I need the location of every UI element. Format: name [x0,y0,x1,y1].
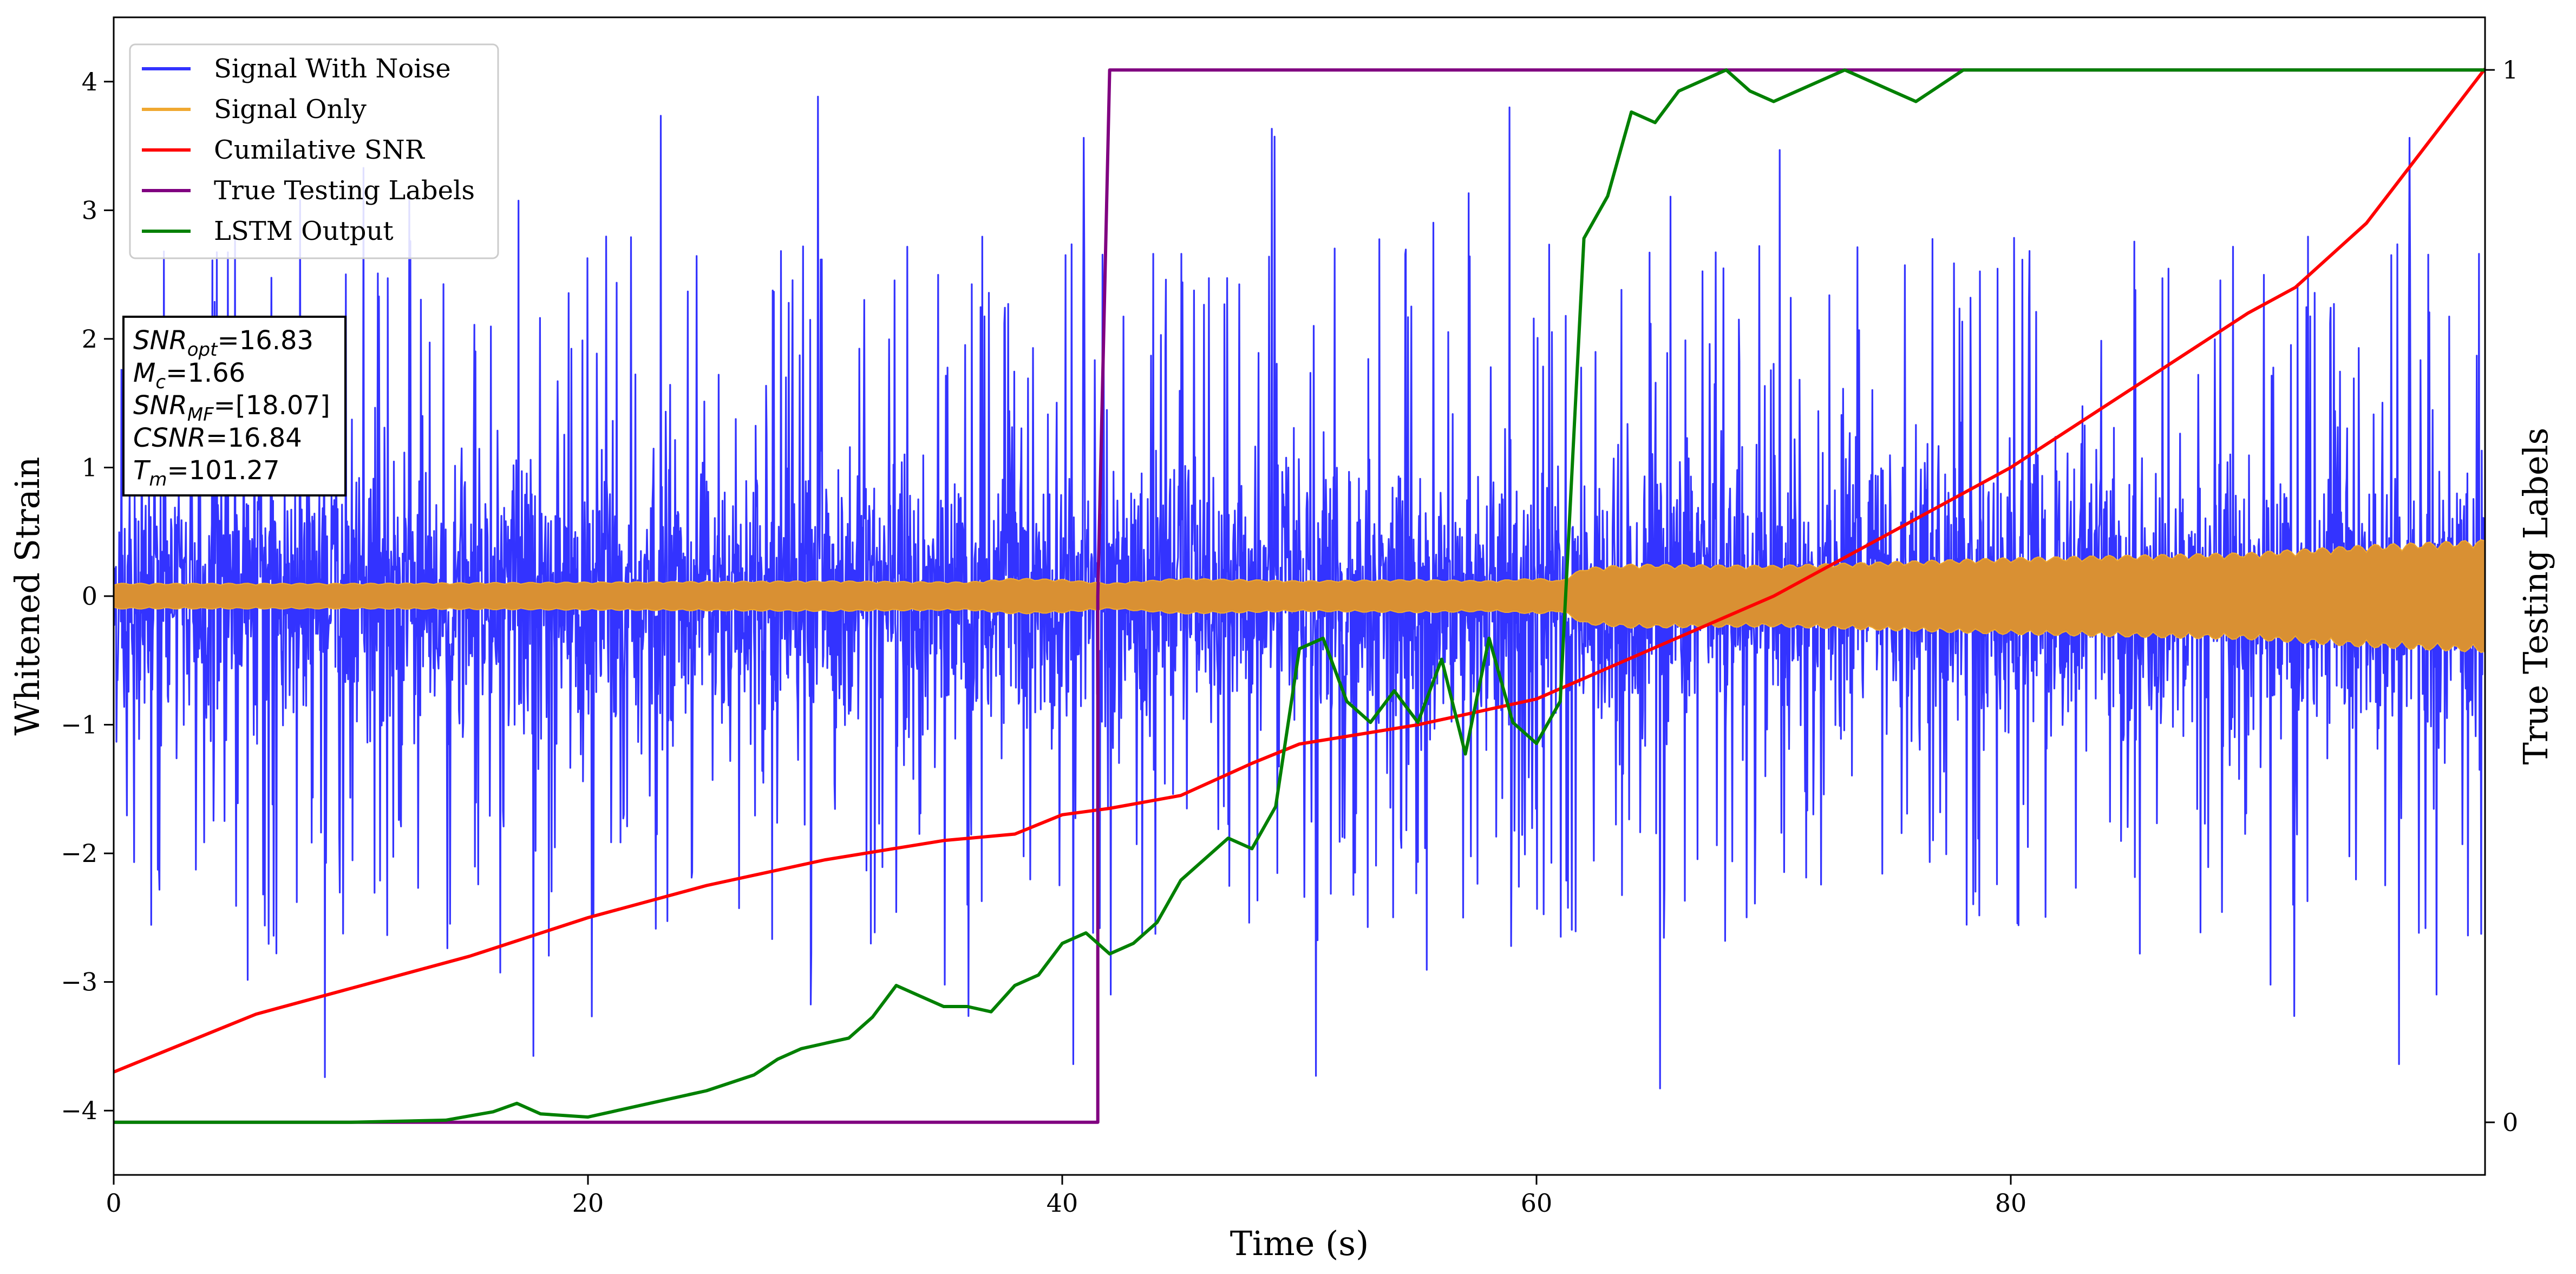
y-axis-label: Whitened Strain [8,457,47,736]
y-tick-label: −4 [61,1096,97,1125]
y-tick-label: 2 [82,324,97,354]
annotation-symbol: M [133,358,155,388]
annotation-value: =16.83 [217,325,313,356]
annotation-subscript: c [155,371,166,393]
annotation-box [122,316,346,496]
x-tick-label: 80 [1995,1188,2027,1218]
legend-entry: True Testing Labels [214,175,475,206]
annotation-subscript: MF [187,404,214,426]
annotation-subscript: opt [187,339,218,361]
annotation-line: SNRMF=[18.07] [133,390,330,426]
y-tick-label: −2 [61,839,97,868]
series-true-testing-labels [114,68,2485,1124]
annotation-value: =101.27 [167,455,279,486]
legend-entry: Signal With Noise [214,54,451,84]
x-tick-label: 60 [1521,1188,1553,1218]
legend-box [129,43,499,259]
annotation-symbol: SNR [133,325,187,356]
series-signal-only [114,539,2485,654]
y-right-tick-label: 0 [2502,1108,2518,1137]
series-signal-with-noise [114,95,2485,1089]
x-tick-label: 40 [1047,1188,1078,1218]
x-tick-label: 20 [572,1188,604,1218]
y-tick-label: −1 [61,710,97,740]
annotation-line: Mc=1.66 [133,358,245,393]
x-tick-label: 0 [106,1188,121,1218]
annotation-value: =16.84 [206,423,302,453]
annotation-symbol: T [133,455,151,486]
legend-entry: LSTM Output [214,216,394,246]
legend-entry: Signal Only [214,94,367,125]
x-axis-label: Time (s) [1230,1224,1369,1263]
annotation-symbol: SNR [133,390,187,421]
y-right-tick-label: 1 [2502,55,2518,84]
y-tick-label: 3 [82,195,97,225]
annotation-value: =[18.07] [214,390,330,421]
annotation-line: SNRopt=16.83 [133,325,313,361]
y-right-axis-label: True Testing Labels [2516,428,2555,765]
series-cumilative-snr [114,68,2485,1074]
y-tick-label: 1 [82,453,97,482]
legend-entry: Cumilative SNR [214,135,426,165]
annotation-line: Tm=101.27 [133,455,280,491]
annotation-value: =1.66 [166,358,245,388]
y-tick-label: −3 [61,968,97,997]
y-tick-label: 4 [82,67,97,96]
series-lstm-output [114,68,2485,1124]
annotation-line: CSNR=16.84 [133,423,302,453]
y-tick-label: 0 [82,582,97,611]
annotation-symbol: CSNR [133,423,206,453]
annotation-subscript: m [149,469,167,491]
